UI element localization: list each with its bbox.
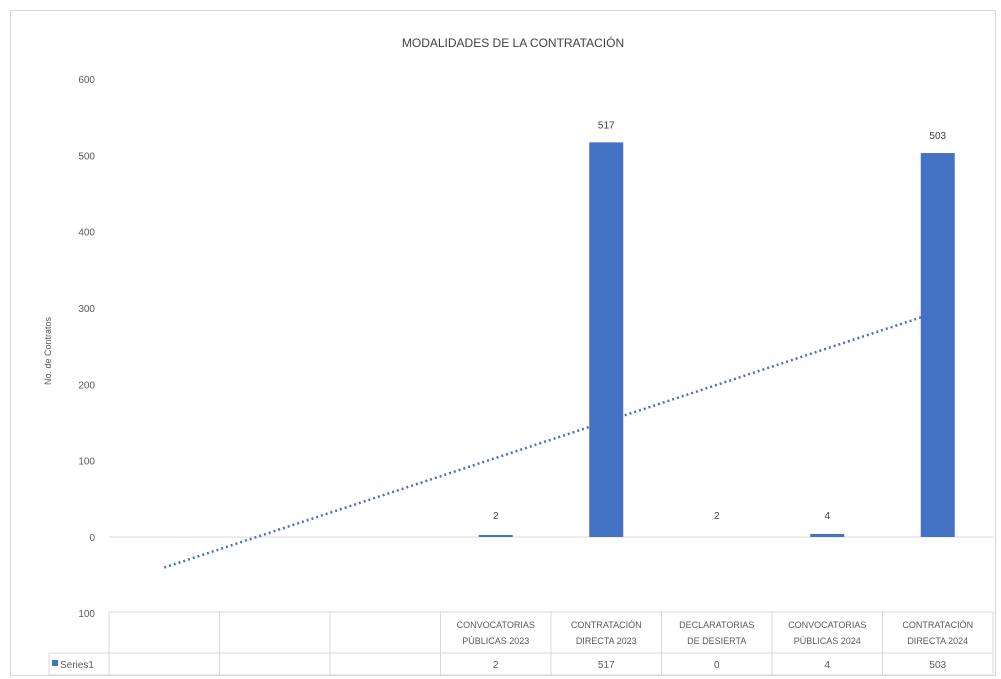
- y-tick-label: 100: [78, 609, 95, 620]
- chart-frame: MODALIDADES DE LA CONTRATACIÓN No. de Co…: [10, 10, 996, 676]
- data-label: 2: [714, 511, 720, 522]
- bar: [920, 153, 955, 537]
- y-tick-label: 300: [78, 304, 95, 315]
- data-label: 503: [929, 131, 946, 142]
- category-label: CONVOCATORIAS: [788, 620, 866, 630]
- table-value: 0: [714, 660, 720, 671]
- category-label: CONVOCATORIAS: [457, 620, 535, 630]
- y-axis-label: No. de Contratos: [43, 316, 53, 385]
- category-label: DE DESIERTA: [687, 636, 746, 646]
- y-tick-label: 0: [89, 533, 95, 544]
- y-tick-label: 600: [78, 75, 95, 86]
- data-label: 4: [824, 511, 830, 522]
- chart-svg: MODALIDADES DE LA CONTRATACIÓN No. de Co…: [43, 35, 994, 676]
- trendline: [163, 310, 939, 569]
- y-tick-label: 200: [78, 380, 95, 391]
- bar: [589, 142, 624, 537]
- table-value: 503: [929, 660, 946, 671]
- category-label: DIRECTA 2023: [576, 636, 637, 646]
- category-label: DIRECTA 2024: [907, 636, 968, 646]
- bar: [478, 535, 513, 537]
- table-value: 2: [493, 660, 499, 671]
- legend-swatch: [52, 660, 58, 666]
- category-label: CONTRATACIÓN: [902, 620, 973, 630]
- legend-label: Series1: [60, 660, 94, 671]
- category-label: DECLARATORIAS: [679, 620, 754, 630]
- category-label: CONTRATACIÓN: [571, 620, 642, 630]
- table-value: 4: [824, 660, 830, 671]
- table-value: 517: [598, 660, 615, 671]
- category-label: PÚBLICAS 2024: [794, 636, 861, 646]
- y-tick-label: 500: [78, 151, 95, 162]
- y-tick-label: 100: [78, 457, 95, 468]
- bar: [810, 533, 845, 537]
- y-tick-label: 400: [78, 228, 95, 239]
- chart-title: MODALIDADES DE LA CONTRATACIÓN: [402, 35, 624, 50]
- data-label: 517: [598, 120, 615, 131]
- data-label: 2: [493, 511, 499, 522]
- category-label: PÚBLICAS 2023: [462, 636, 529, 646]
